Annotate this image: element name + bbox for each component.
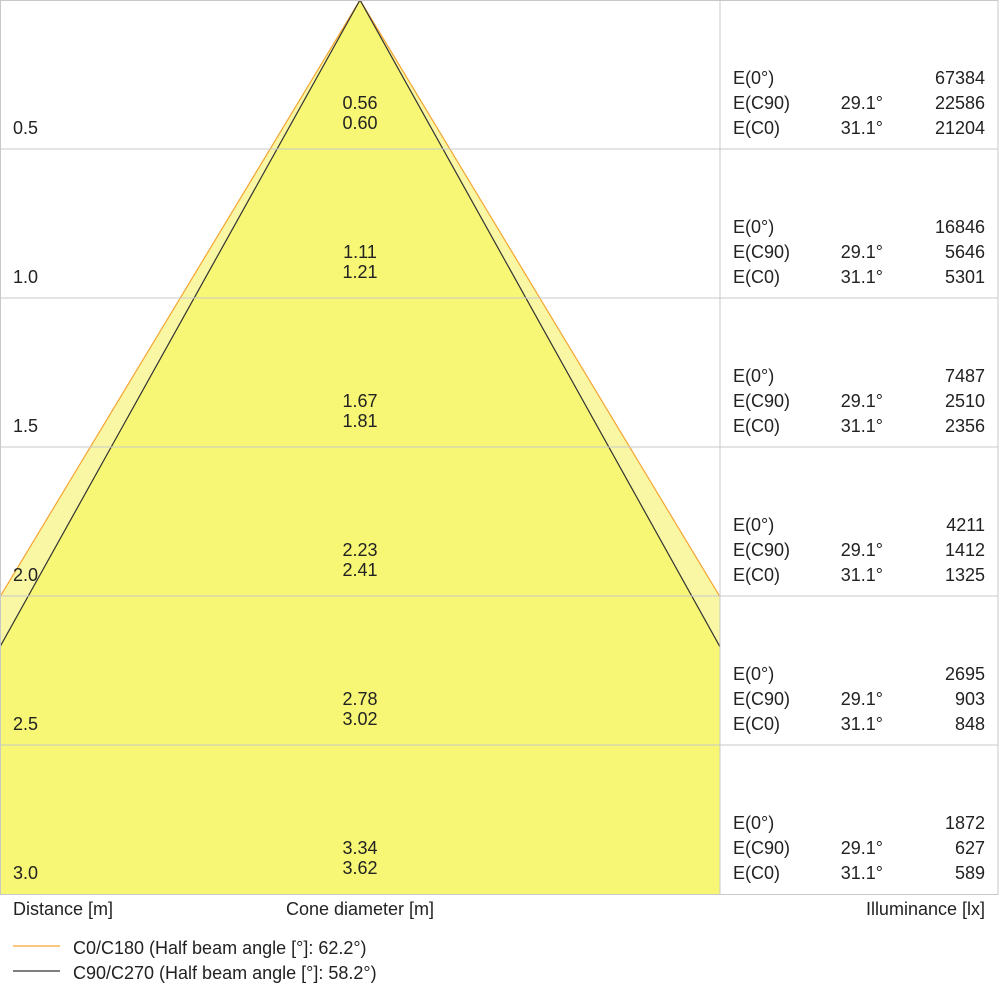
- cone-edge-c0: [0, 0, 721, 598]
- illuminance-e0-label: E(0°): [733, 664, 774, 684]
- illuminance-ec0-label: E(C0): [733, 267, 780, 287]
- illuminance-e0-value: 67384: [935, 68, 985, 88]
- cone-diameter-c0: 1.81: [342, 411, 377, 431]
- illuminance-ec0-label: E(C0): [733, 565, 780, 585]
- illuminance-ec90-label: E(C90): [733, 391, 790, 411]
- illuminance-ec90-value: 1412: [945, 540, 985, 560]
- illuminance-ec90-angle: 29.1°: [841, 540, 883, 560]
- illuminance-ec90-label: E(C90): [733, 689, 790, 709]
- distance-label: 0.5: [13, 118, 38, 138]
- illuminance-ec90-label: E(C90): [733, 838, 790, 858]
- illuminance-ec0-angle: 31.1°: [841, 118, 883, 138]
- distance-label: 1.0: [13, 267, 38, 287]
- illuminance-ec0-value: 21204: [935, 118, 985, 138]
- illuminance-ec90-label: E(C90): [733, 93, 790, 113]
- distance-row: 3.0 3.343.62 E(0°) 1872 E(C90) 29.1° 627 E(C0) 3…: [13, 813, 985, 883]
- distance-label: 3.0: [13, 863, 38, 883]
- illuminance-e0-value: 2695: [945, 664, 985, 684]
- illuminance-ec90-angle: 29.1°: [841, 391, 883, 411]
- cone-diameter-c0: 2.41: [342, 560, 377, 580]
- illuminance-ec0-angle: 31.1°: [841, 416, 883, 436]
- illuminance-ec90-value: 627: [955, 838, 985, 858]
- distance-row: 2.5 2.783.02 E(0°) 2695 E(C90) 29.1° 903 E(C0) 3…: [13, 664, 985, 734]
- illuminance-ec0-angle: 31.1°: [841, 565, 883, 585]
- grid-layer: [0, 0, 999, 895]
- legend-label-c90: C90/C270 (Half beam angle [°]: 58.2°): [73, 963, 377, 983]
- illuminance-ec90-angle: 29.1°: [841, 689, 883, 709]
- distance-row: 2.0 2.232.41 E(0°) 4211 E(C90) 29.1° 1412 E(C0)…: [13, 515, 985, 585]
- illuminance-ec0-label: E(C0): [733, 714, 780, 734]
- illuminance-ec90-value: 5646: [945, 242, 985, 262]
- illuminance-axis-label: Illuminance [lx]: [866, 899, 985, 919]
- illuminance-ec90-angle: 29.1°: [841, 93, 883, 113]
- cone-diameter-c0: 3.02: [342, 709, 377, 729]
- cone-edge-c90: [0, 0, 721, 648]
- axis-layer: Distance [m] Cone diameter [m] Illuminan…: [13, 899, 985, 919]
- cone-diameter-c90: 3.34: [342, 838, 377, 858]
- illuminance-ec0-value: 2356: [945, 416, 985, 436]
- illuminance-ec0-value: 1325: [945, 565, 985, 585]
- illuminance-ec90-angle: 29.1°: [841, 242, 883, 262]
- illuminance-ec0-value: 848: [955, 714, 985, 734]
- illuminance-e0-value: 4211: [946, 515, 985, 535]
- distance-label: 2.0: [13, 565, 38, 585]
- cone-diameter-c90: 2.78: [342, 689, 377, 709]
- illuminance-ec90-value: 22586: [935, 93, 985, 113]
- distance-row: 1.0 1.111.21 E(0°) 16846 E(C90) 29.1° 5646 E(C0…: [13, 217, 985, 287]
- cone-diameter-c90: 1.11: [343, 242, 377, 262]
- illuminance-ec90-value: 2510: [945, 391, 985, 411]
- distance-axis-label: Distance [m]: [13, 899, 113, 919]
- distance-label: 2.5: [13, 714, 38, 734]
- legend-label-c0: C0/C180 (Half beam angle [°]: 62.2°): [73, 938, 367, 958]
- illuminance-e0-label: E(0°): [733, 366, 774, 386]
- illuminance-e0-label: E(0°): [733, 813, 774, 833]
- illuminance-ec0-angle: 31.1°: [841, 714, 883, 734]
- cone-diameter-axis-label: Cone diameter [m]: [286, 899, 434, 919]
- cone-diameter-c90: 1.67: [342, 391, 377, 411]
- illuminance-ec0-label: E(C0): [733, 118, 780, 138]
- rows-layer: 0.5 0.560.60 E(0°) 67384 E(C90) 29.1° 22586 E(C…: [13, 68, 985, 883]
- distance-row: 0.5 0.560.60 E(0°) 67384 E(C90) 29.1° 22586 E(C…: [13, 68, 985, 138]
- illuminance-ec0-angle: 31.1°: [841, 863, 883, 883]
- illuminance-ec0-value: 5301: [945, 267, 985, 287]
- illuminance-ec0-label: E(C0): [733, 416, 780, 436]
- illuminance-e0-value: 16846: [935, 217, 985, 237]
- legend: C0/C180 (Half beam angle [°]: 62.2°) C90…: [13, 938, 377, 983]
- distance-label: 1.5: [13, 416, 38, 436]
- illuminance-e0-label: E(0°): [733, 217, 774, 237]
- cone-diameter-c90: 0.56: [342, 93, 377, 113]
- illuminance-ec90-label: E(C90): [733, 242, 790, 262]
- illuminance-ec0-label: E(C0): [733, 863, 780, 883]
- cone-diameter-c0: 3.62: [342, 858, 377, 878]
- illuminance-ec0-angle: 31.1°: [841, 267, 883, 287]
- illuminance-e0-label: E(0°): [733, 515, 774, 535]
- illuminance-e0-value: 1872: [945, 813, 985, 833]
- cone-diameter-c0: 1.21: [342, 262, 377, 282]
- illuminance-ec0-value: 589: [955, 863, 985, 883]
- distance-row: 1.5 1.671.81 E(0°) 7487 E(C90) 29.1° 2510 E(C0)…: [13, 366, 985, 436]
- illuminance-e0-value: 7487: [945, 366, 985, 386]
- illuminance-ec90-value: 903: [955, 689, 985, 709]
- cone-diameter-c0: 0.60: [342, 113, 377, 133]
- illuminance-ec90-angle: 29.1°: [841, 838, 883, 858]
- illuminance-ec90-label: E(C90): [733, 540, 790, 560]
- illuminance-e0-label: E(0°): [733, 68, 774, 88]
- cone-diameter-c90: 2.23: [342, 540, 377, 560]
